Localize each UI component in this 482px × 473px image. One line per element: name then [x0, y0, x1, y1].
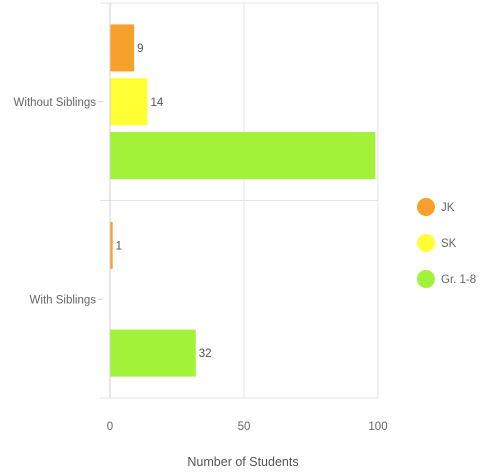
axes: 0 50 100 Without Siblings With Siblings: [14, 3, 388, 433]
data-labels: 9 14 1 32: [116, 43, 212, 360]
data-label: 1: [116, 240, 122, 252]
bars: [110, 24, 376, 377]
legend-marker: [417, 198, 435, 216]
data-label: 14: [151, 97, 164, 109]
legend-item[interactable]: JK: [417, 198, 455, 216]
bar-jk: [110, 24, 135, 72]
y-category-label: With Siblings: [30, 294, 97, 306]
data-label: 32: [199, 348, 212, 360]
bar-gr-1-8: [110, 132, 376, 180]
legend-label: SK: [441, 238, 457, 250]
legend-item[interactable]: SK: [417, 234, 457, 252]
legend-label: JK: [441, 202, 455, 214]
legend[interactable]: JK SK Gr. 1-8: [417, 198, 476, 288]
bar-sk: [110, 78, 148, 126]
legend-marker: [417, 270, 435, 288]
bar-gr-1-8: [110, 329, 196, 377]
x-tick-label: 0: [107, 421, 113, 433]
legend-marker: [417, 234, 435, 252]
legend-label: Gr. 1-8: [441, 274, 476, 286]
legend-item[interactable]: Gr. 1-8: [417, 270, 476, 288]
x-tick-label: 100: [368, 421, 387, 433]
x-axis-title: Number of Students: [187, 455, 298, 469]
x-tick-label: 50: [238, 421, 251, 433]
bar-jk: [110, 221, 113, 269]
y-category-label: Without Siblings: [14, 97, 97, 109]
data-label: 9: [137, 43, 143, 55]
